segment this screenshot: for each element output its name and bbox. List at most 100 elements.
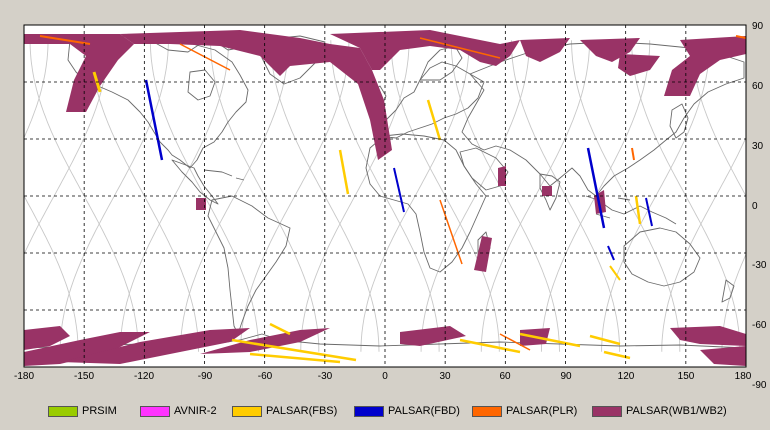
x-tick-label: 120 <box>618 371 635 382</box>
coastline-australia <box>623 227 701 287</box>
legend-label: AVNIR-2 <box>174 405 217 417</box>
swath-wb <box>120 30 392 160</box>
orbit-track <box>0 40 18 352</box>
legend-label: PALSAR(WB1/WB2) <box>626 405 727 417</box>
y-tick-label: 30 <box>752 141 764 152</box>
coastline-europe <box>377 61 485 139</box>
swath-wb <box>498 166 506 186</box>
swath-strip <box>645 197 653 227</box>
swath-strip <box>269 322 291 336</box>
x-tick-label: 30 <box>439 371 451 382</box>
swath-wb <box>24 326 70 350</box>
swath-strip <box>144 79 164 161</box>
y-tick-label: -90 <box>752 380 767 391</box>
x-tick-label: 90 <box>560 371 572 382</box>
y-tick-label: 90 <box>752 21 764 32</box>
swath-strip <box>39 35 91 45</box>
x-tick-label: 60 <box>499 371 511 382</box>
coastline-japan <box>669 103 689 139</box>
swath-wb <box>520 38 570 62</box>
legend-swatch <box>354 405 384 417</box>
swath-strip <box>426 99 442 141</box>
swath-strip <box>589 334 621 346</box>
swath-strip <box>609 265 621 281</box>
y-tick-label: 0 <box>752 201 758 212</box>
swath-strip <box>631 147 635 161</box>
y-tick-label: -60 <box>752 320 767 331</box>
legend-swatch <box>592 405 622 417</box>
swath-wb <box>474 236 492 272</box>
legend-label: PALSAR(FBS) <box>266 405 338 417</box>
gridlines <box>24 25 746 367</box>
coastline-south-america <box>207 195 291 335</box>
x-tick-label: -60 <box>258 371 273 382</box>
swath-strip <box>519 332 581 348</box>
swath-wb <box>196 198 206 210</box>
orbit-track <box>24 195 79 352</box>
legend-swatch <box>140 405 170 417</box>
coastline-central-america <box>171 159 219 205</box>
swath-wb <box>700 346 746 366</box>
observation-swaths <box>24 30 746 366</box>
x-tick-label: -180 <box>14 371 34 382</box>
x-axis: -180 -150 -120 -90 -60 -30 0 30 60 90 12… <box>14 371 752 382</box>
legend-item-avnir2: AVNIR-2 <box>140 404 217 418</box>
swath-strip <box>179 43 231 71</box>
legend-item-prsim: PRSIM <box>48 404 117 418</box>
legend-label: PALSAR(PLR) <box>506 405 578 417</box>
legend: PRSIM AVNIR-2 PALSAR(FBS) PALSAR(FBD) PA… <box>0 400 770 430</box>
legend-swatch <box>232 405 262 417</box>
legend-item-palsar-plr: PALSAR(PLR) <box>472 404 577 418</box>
y-tick-label: -30 <box>752 260 767 271</box>
swath-strip <box>634 195 642 225</box>
x-tick-label: -150 <box>74 371 94 382</box>
swath-strip <box>586 147 606 229</box>
x-tick-label: -30 <box>318 371 333 382</box>
legend-item-palsar-fbs: PALSAR(FBS) <box>232 404 337 418</box>
swath-wb <box>580 38 640 62</box>
coastline-north-america <box>67 34 249 169</box>
coastline-india <box>539 173 561 211</box>
swath-wb <box>618 54 660 76</box>
swath-strip <box>735 35 746 39</box>
x-tick-label: -120 <box>134 371 154 382</box>
x-tick-label: -90 <box>198 371 213 382</box>
swath-wb <box>24 34 134 112</box>
x-tick-label: 150 <box>678 371 695 382</box>
orbit-track <box>691 40 746 197</box>
orbit-track <box>721 253 746 352</box>
swath-strip <box>231 338 357 362</box>
legend-swatch <box>472 405 502 417</box>
swath-strip <box>419 37 501 59</box>
legend-item-palsar-wb: PALSAR(WB1/WB2) <box>592 404 727 418</box>
swath-strip <box>607 245 615 261</box>
legend-label: PRSIM <box>82 405 117 417</box>
swath-wb <box>330 30 520 70</box>
swath-strip <box>338 149 350 195</box>
x-tick-label: 180 <box>735 371 752 382</box>
swath-wb <box>24 332 150 366</box>
x-tick-label: 0 <box>382 371 388 382</box>
coastline-hudson <box>187 69 216 101</box>
swath-wb <box>60 328 250 364</box>
swath-strip <box>499 333 531 351</box>
coastline-scandinavia <box>419 45 463 81</box>
orbit-track <box>24 40 49 139</box>
legend-swatch <box>48 405 78 417</box>
coastline-caribbean <box>203 169 245 181</box>
swath-wb <box>200 328 330 354</box>
y-tick-label: 60 <box>752 81 764 92</box>
swath-wb <box>664 36 746 96</box>
legend-item-palsar-fbd: PALSAR(FBD) <box>354 404 460 418</box>
swath-strip <box>459 338 521 354</box>
swath-wb <box>670 326 746 346</box>
plot-border <box>23 24 747 368</box>
y-axis: 90 60 30 0 -30 -60 -90 <box>752 21 767 391</box>
swath-strip <box>393 167 405 213</box>
swath-wb <box>400 326 466 346</box>
swath-wb <box>542 186 552 196</box>
legend-label: PALSAR(FBD) <box>388 405 460 417</box>
coastline-new-zealand <box>721 279 735 303</box>
